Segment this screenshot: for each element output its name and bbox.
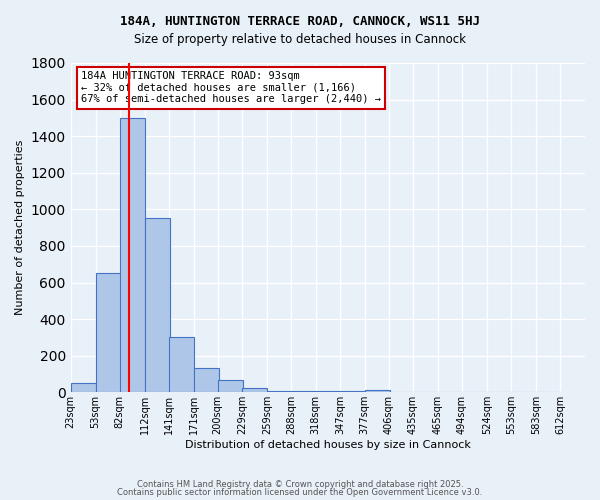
Bar: [95, 274, 121, 392]
Bar: [169, 338, 194, 392]
Bar: [119, 118, 145, 392]
Bar: [145, 218, 170, 392]
Bar: [194, 368, 218, 392]
Y-axis label: Number of detached properties: Number of detached properties: [15, 140, 25, 316]
Text: Size of property relative to detached houses in Cannock: Size of property relative to detached ho…: [134, 32, 466, 46]
X-axis label: Distribution of detached houses by size in Cannock: Distribution of detached houses by size …: [185, 440, 471, 450]
Text: 184A HUNTINGTON TERRACE ROAD: 93sqm
← 32% of detached houses are smaller (1,166): 184A HUNTINGTON TERRACE ROAD: 93sqm ← 32…: [81, 71, 381, 104]
Bar: [365, 390, 390, 392]
Text: Contains public sector information licensed under the Open Government Licence v3: Contains public sector information licen…: [118, 488, 482, 497]
Text: 184A, HUNTINGTON TERRACE ROAD, CANNOCK, WS11 5HJ: 184A, HUNTINGTON TERRACE ROAD, CANNOCK, …: [120, 15, 480, 28]
Bar: [242, 388, 267, 392]
Text: Contains HM Land Registry data © Crown copyright and database right 2025.: Contains HM Land Registry data © Crown c…: [137, 480, 463, 489]
Bar: [71, 383, 95, 392]
Bar: [218, 380, 242, 392]
